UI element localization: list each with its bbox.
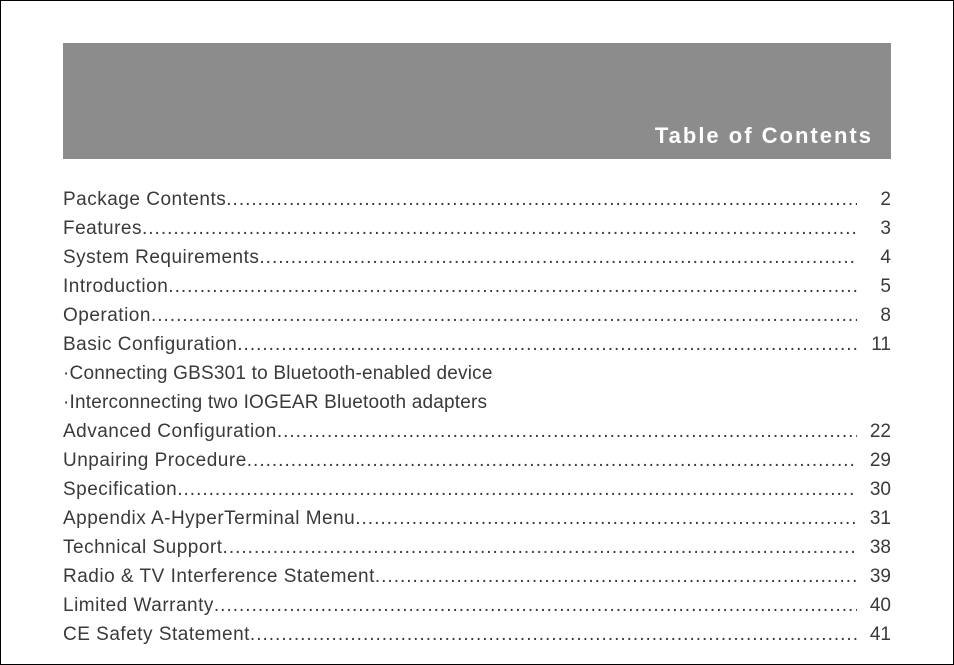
toc-entry-page: 8 [857, 305, 891, 327]
toc-leader-dots [226, 189, 857, 211]
toc-entry-page: 38 [857, 537, 891, 559]
toc-leader-dots [237, 334, 857, 356]
toc-entry-page: 4 [857, 247, 891, 269]
toc-entry-label: Unpairing Procedure [63, 450, 247, 472]
toc-entry: Technical Support 38 [63, 537, 891, 566]
toc-entry-page: 29 [857, 450, 891, 472]
toc-entry: Unpairing Procedure 29 [63, 450, 891, 479]
toc-entry-label: Appendix A-HyperTerminal Menu [63, 508, 355, 530]
toc-leader-dots [259, 247, 857, 269]
toc-subentry: ·Connecting GBS301 to Bluetooth-enabled … [63, 363, 891, 392]
toc-leader-dots [142, 218, 857, 240]
toc-entry-label: Package Contents [63, 189, 226, 211]
toc-entry-label: Radio & TV Interference Statement [63, 566, 375, 588]
header-band: Table of Contents [63, 43, 891, 159]
toc-entry-label: Operation [63, 305, 151, 327]
toc-entry: Appendix A-HyperTerminal Menu 31 [63, 508, 891, 537]
toc-leader-dots [168, 276, 857, 298]
page-title: Table of Contents [655, 123, 873, 149]
toc-entry: Package Contents 2 [63, 189, 891, 218]
toc-entry: Specification 30 [63, 479, 891, 508]
toc-leader-dots [214, 595, 857, 617]
toc-subentry: ·Interconnecting two IOGEAR Bluetooth ad… [63, 392, 891, 421]
toc-entry-label: System Requirements [63, 247, 259, 269]
table-of-contents: Package Contents 2 Features 3 System Require… [63, 189, 891, 653]
toc-entry-label: Technical Support [63, 537, 223, 559]
toc-entry-label: Limited Warranty [63, 595, 214, 617]
toc-entry-page: 40 [857, 595, 891, 617]
toc-entry-page: 31 [857, 508, 891, 530]
toc-entry: Radio & TV Interference Statement 39 [63, 566, 891, 595]
toc-entry-label: Introduction [63, 276, 168, 298]
toc-entry-label: Specification [63, 479, 177, 501]
toc-entry: Features 3 [63, 218, 891, 247]
toc-entry: Introduction 5 [63, 276, 891, 305]
toc-leader-dots [247, 450, 857, 472]
toc-entry-page: 30 [857, 479, 891, 501]
toc-leader-dots [250, 624, 857, 646]
toc-subentry-label: ·Connecting GBS301 to Bluetooth-enabled … [63, 363, 493, 385]
toc-leader-dots [375, 566, 857, 588]
toc-leader-dots [177, 479, 857, 501]
toc-leader-dots [151, 305, 857, 327]
toc-entry: Advanced Configuration 22 [63, 421, 891, 450]
page: Table of Contents Package Contents 2 Featu… [0, 0, 954, 665]
toc-entry-label: Basic Configuration [63, 334, 237, 356]
toc-leader-dots [355, 508, 857, 530]
toc-subentry-label: ·Interconnecting two IOGEAR Bluetooth ad… [63, 392, 487, 414]
toc-entry: CE Safety Statement 41 [63, 624, 891, 653]
toc-leader-dots [223, 537, 857, 559]
toc-entry-page: 41 [857, 624, 891, 646]
toc-entry-label: Features [63, 218, 142, 240]
toc-entry-page: 5 [857, 276, 891, 298]
toc-entry: System Requirements 4 [63, 247, 891, 276]
toc-entry: Limited Warranty 40 [63, 595, 891, 624]
toc-entry: Basic Configuration 11 [63, 334, 891, 363]
toc-entry-label: CE Safety Statement [63, 624, 250, 646]
toc-leader-dots [277, 421, 857, 443]
toc-entry: Operation 8 [63, 305, 891, 334]
toc-entry-page: 11 [857, 334, 891, 356]
toc-entry-page: 3 [857, 218, 891, 240]
toc-entry-page: 2 [857, 189, 891, 211]
toc-entry-page: 22 [857, 421, 891, 443]
toc-entry-label: Advanced Configuration [63, 421, 277, 443]
toc-entry-page: 39 [857, 566, 891, 588]
